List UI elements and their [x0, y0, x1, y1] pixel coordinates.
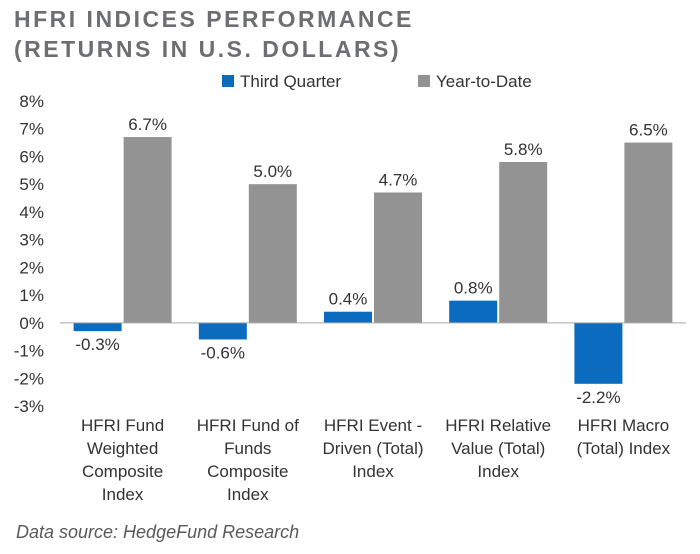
- x-category-label-5: (Total) Index: [577, 439, 671, 458]
- data-label-series1-cat2: -0.6%: [201, 343, 245, 362]
- x-category-label-1: Weighted: [87, 439, 159, 458]
- data-label-series2-cat5: 6.5%: [629, 121, 668, 140]
- data-label-series2-cat2: 5.0%: [253, 162, 292, 181]
- data-label-series1-cat4: 0.8%: [454, 279, 493, 298]
- x-category-label-4: HFRI Relative: [445, 416, 551, 435]
- legend-swatch-1: [222, 75, 234, 87]
- y-tick-label: 3%: [19, 231, 44, 250]
- data-label-series2-cat4: 5.8%: [504, 140, 543, 159]
- x-category-label-2: HFRI Fund of: [197, 416, 299, 435]
- x-category-label-2: Index: [227, 485, 269, 504]
- data-label-series1-cat1: -0.3%: [75, 335, 119, 354]
- y-tick-label: 0%: [19, 314, 44, 333]
- x-category-label-1: HFRI Fund: [81, 416, 164, 435]
- y-tick-label: 7%: [19, 120, 44, 139]
- x-category-label-5: HFRI Macro: [578, 416, 670, 435]
- data-label-series2-cat1: 6.7%: [128, 115, 167, 134]
- bar-series2-cat1: [123, 137, 172, 323]
- bar-series1-cat3: [324, 311, 372, 323]
- x-category-label-3: Index: [352, 462, 394, 481]
- y-tick-label: -2%: [14, 369, 44, 388]
- bar-series2-cat4: [499, 162, 548, 323]
- bar-series1-cat4: [449, 300, 498, 323]
- y-tick-label: 2%: [19, 258, 44, 277]
- y-tick-label: -3%: [14, 397, 44, 416]
- x-category-label-2: Funds: [224, 439, 271, 458]
- bar-series2-cat3: [374, 192, 422, 323]
- x-category-label-3: Driven (Total): [322, 439, 423, 458]
- bar-series2-cat2: [248, 184, 297, 323]
- data-label-series1-cat5: -2.2%: [576, 388, 620, 407]
- x-category-label-3: HFRI Event -: [324, 416, 422, 435]
- y-tick-label: 1%: [19, 286, 44, 305]
- y-tick-label: -1%: [14, 342, 44, 361]
- x-category-label-4: Index: [477, 462, 519, 481]
- bar-series1-cat5: [574, 322, 623, 384]
- data-label-series1-cat3: 0.4%: [329, 290, 368, 309]
- data-label-series2-cat3: 4.7%: [379, 171, 418, 190]
- x-category-label-1: Composite: [82, 462, 163, 481]
- x-category-label-1: Index: [102, 485, 144, 504]
- x-category-label-2: Composite: [207, 462, 288, 481]
- legend-label-2: Year-to-Date: [436, 72, 532, 91]
- legend-label-1: Third Quarter: [240, 72, 341, 91]
- chart-title-line2: (RETURNS IN U.S. DOLLARS): [14, 36, 402, 62]
- data-source-note: Data source: HedgeFund Research: [16, 522, 300, 542]
- y-tick-label: 5%: [19, 175, 44, 194]
- bar-series2-cat5: [624, 142, 673, 323]
- y-tick-label: 8%: [19, 92, 44, 111]
- x-category-label-4: Value (Total): [451, 439, 545, 458]
- bar-series1-cat1: [73, 322, 122, 332]
- y-tick-label: 6%: [19, 147, 44, 166]
- y-tick-label: 4%: [19, 203, 44, 222]
- bar-series1-cat2: [198, 322, 247, 340]
- legend-swatch-2: [418, 75, 430, 87]
- chart-title-line1: HFRI INDICES PERFORMANCE: [14, 6, 414, 32]
